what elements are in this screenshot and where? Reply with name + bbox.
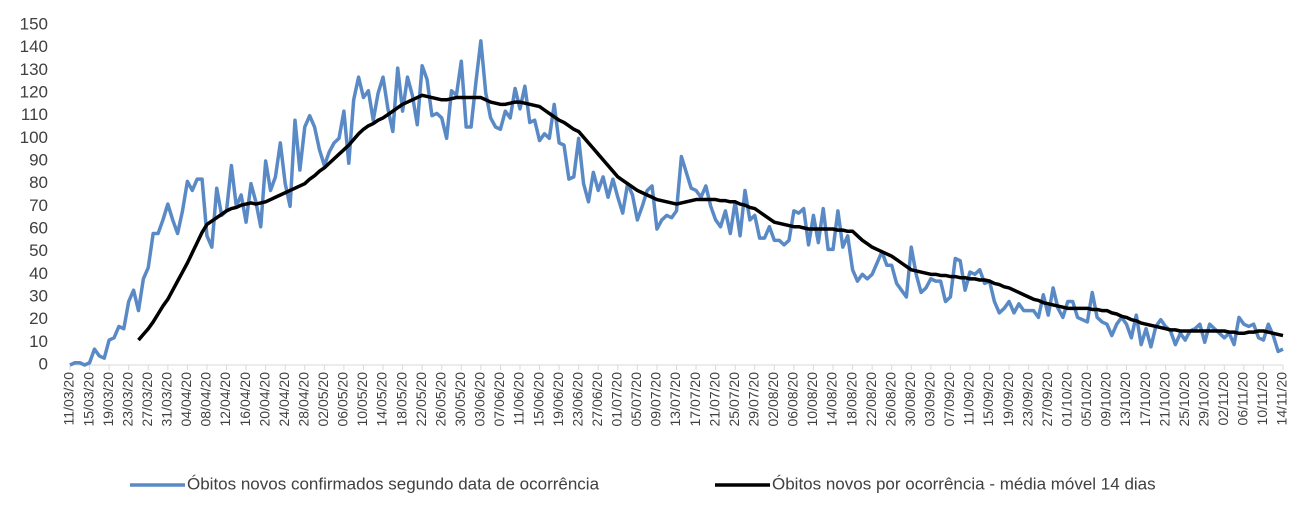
x-tick-label: 12/04/20	[217, 372, 233, 427]
x-tick-label: 17/10/20	[1137, 372, 1153, 427]
x-tick-label: 17/07/20	[687, 372, 703, 427]
y-tick-label: 100	[20, 128, 48, 147]
y-tick-label: 60	[29, 218, 48, 237]
x-tick-label: 26/05/20	[432, 372, 448, 427]
x-tick-label: 15/06/20	[530, 372, 546, 427]
x-tick-label: 01/07/20	[609, 372, 625, 427]
x-tick-label: 23/03/20	[119, 372, 135, 427]
x-tick-label: 22/05/20	[413, 372, 429, 427]
x-tick-label: 10/11/20	[1254, 372, 1270, 426]
x-tick-label: 23/06/20	[569, 372, 585, 427]
x-tick-label: 19/06/20	[550, 372, 566, 427]
x-tick-label: 23/09/20	[1019, 372, 1035, 427]
y-tick-label: 80	[29, 173, 48, 192]
y-tick-label: 140	[20, 37, 48, 56]
y-tick-label: 20	[29, 309, 48, 328]
x-tick-label: 03/09/20	[922, 372, 938, 427]
y-tick-label: 70	[29, 196, 48, 215]
x-tick-label: 21/07/20	[706, 372, 722, 427]
x-tick-label: 26/08/20	[882, 372, 898, 427]
x-tick-label: 07/09/20	[941, 372, 957, 427]
x-tick-label: 09/07/20	[648, 372, 664, 427]
x-tick-label: 02/11/20	[1215, 372, 1231, 426]
x-tick-label: 07/06/20	[491, 372, 507, 427]
x-tick-label: 09/10/20	[1098, 372, 1114, 427]
x-tick-label: 24/04/20	[276, 372, 292, 427]
x-tick-label: 05/10/20	[1078, 372, 1094, 427]
x-tick-label: 08/04/20	[198, 372, 214, 427]
x-tick-label: 10/05/20	[354, 372, 370, 427]
x-tick-label: 19/09/20	[1000, 372, 1016, 427]
y-tick-label: 90	[29, 150, 48, 169]
x-tick-label: 27/09/20	[1039, 372, 1055, 427]
y-tick-label: 30	[29, 286, 48, 305]
x-tick-label: 04/04/20	[178, 372, 194, 427]
x-tick-label: 14/08/20	[824, 372, 840, 427]
x-tick-label: 06/11/20	[1235, 372, 1251, 426]
x-tick-label: 14/05/20	[374, 372, 390, 427]
x-tick-label: 30/05/20	[452, 372, 468, 427]
x-tick-label: 29/10/20	[1195, 372, 1211, 427]
x-tick-label: 16/04/20	[237, 372, 253, 427]
x-tick-label: 25/07/20	[726, 372, 742, 427]
y-tick-label: 120	[20, 82, 48, 101]
x-tick-label: 21/10/20	[1156, 372, 1172, 427]
y-tick-label: 0	[39, 354, 48, 373]
legend-label: Óbitos novos por ocorrência - média móve…	[772, 474, 1156, 493]
y-tick-label: 130	[20, 60, 48, 79]
y-tick-label: 110	[21, 105, 48, 124]
x-tick-label: 11/03/20	[61, 372, 77, 426]
series-line	[137, 93, 1284, 342]
x-tick-label: 18/05/20	[393, 372, 409, 427]
x-tick-label: 10/08/20	[804, 372, 820, 427]
x-tick-label: 20/04/20	[256, 372, 272, 427]
x-tick-label: 29/07/20	[745, 372, 761, 427]
x-tick-label: 02/05/20	[315, 372, 331, 427]
y-tick-label: 40	[29, 264, 48, 283]
legend-label: Óbitos novos confirmados segundo data de…	[187, 474, 600, 493]
x-tick-label: 27/06/20	[589, 372, 605, 427]
series-line	[69, 39, 1284, 367]
x-tick-label: 30/08/20	[902, 372, 918, 427]
x-tick-label: 11/06/20	[511, 372, 527, 426]
y-tick-label: 10	[29, 332, 48, 351]
x-tick-label: 06/08/20	[785, 372, 801, 427]
x-tick-label: 27/03/20	[139, 372, 155, 427]
x-tick-label: 18/08/20	[843, 372, 859, 427]
x-tick-label: 01/10/20	[1058, 372, 1074, 427]
x-tick-label: 13/07/20	[667, 372, 683, 427]
x-tick-label: 11/09/20	[961, 372, 977, 426]
x-tick-label: 22/08/20	[863, 372, 879, 427]
x-tick-label: 05/07/20	[628, 372, 644, 427]
x-tick-label: 25/10/20	[1176, 372, 1192, 427]
y-tick-label: 150	[20, 14, 48, 33]
x-tick-label: 14/11/20	[1274, 372, 1290, 426]
x-tick-label: 06/05/20	[335, 372, 351, 427]
x-tick-label: 28/04/20	[295, 372, 311, 427]
x-tick-label: 15/09/20	[980, 372, 996, 427]
y-tick-label: 50	[29, 241, 48, 260]
x-tick-label: 13/10/20	[1117, 372, 1133, 427]
x-tick-label: 15/03/20	[80, 372, 96, 427]
x-tick-label: 03/06/20	[472, 372, 488, 427]
x-tick-label: 31/03/20	[159, 372, 175, 427]
x-tick-label: 02/08/20	[765, 372, 781, 427]
x-tick-label: 19/03/20	[100, 372, 116, 427]
